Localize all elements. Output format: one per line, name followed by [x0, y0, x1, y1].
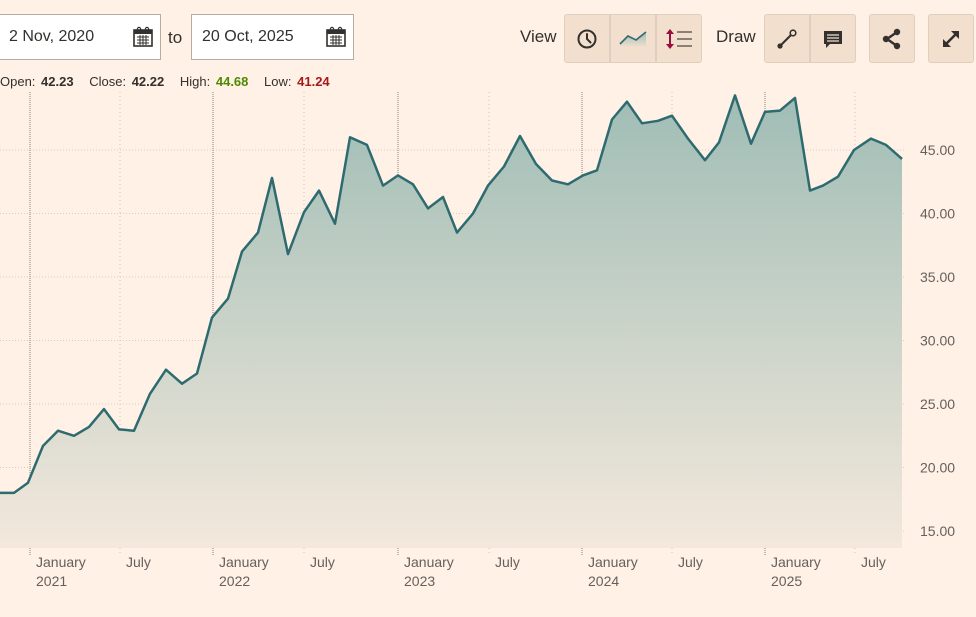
x-tick-label: July: [495, 554, 520, 570]
area-chart-icon: [619, 30, 647, 47]
comment-icon: [824, 30, 842, 48]
end-date-value[interactable]: 20 Oct, 2025: [202, 28, 294, 45]
comparison-button[interactable]: [656, 14, 702, 63]
high-label: High:: [179, 74, 211, 89]
to-label: to: [168, 28, 183, 47]
y-tick-label: 45.00: [920, 142, 955, 158]
draw-label: Draw: [716, 27, 756, 46]
draw-line-button[interactable]: [764, 14, 810, 63]
x-tick-label: July: [126, 554, 151, 570]
end-date-input[interactable]: 20 Oct, 2025: [191, 14, 354, 60]
x-tick-label: July: [861, 554, 886, 570]
price-area-fill: [0, 95, 902, 549]
low-label: Low:: [264, 74, 292, 89]
y-tick-label: 35.00: [920, 269, 955, 285]
low-value: 41.24: [297, 74, 330, 89]
annotate-button[interactable]: [810, 14, 856, 63]
start-date-input[interactable]: 2 Nov, 2020: [0, 14, 161, 60]
y-axis: 45.00 40.00 35.00 30.00 25.00 20.00 15.00: [920, 142, 955, 539]
open-label: Open:: [0, 74, 36, 89]
price-line[interactable]: [0, 94, 903, 495]
time-period-button[interactable]: [564, 14, 610, 63]
share-button[interactable]: [869, 14, 915, 63]
y-tick-label: 15.00: [920, 523, 955, 539]
calendar-icon[interactable]: [132, 26, 154, 48]
line-draw-icon: [777, 28, 797, 49]
x-tick-label: January: [404, 554, 454, 570]
chart-type-button[interactable]: [610, 14, 656, 63]
expand-button[interactable]: [928, 14, 974, 63]
start-date-value[interactable]: 2 Nov, 2020: [9, 28, 95, 45]
open-value: 42.23: [41, 74, 74, 89]
x-tick-year: 2021: [36, 573, 67, 589]
close-value: 42.22: [131, 74, 165, 89]
x-tick-year: 2023: [404, 573, 435, 589]
high-value: 44.68: [215, 74, 249, 89]
share-icon: [882, 28, 901, 49]
x-tick-label: January: [36, 554, 86, 570]
view-label: View: [520, 27, 557, 46]
close-label: Close:: [89, 74, 127, 89]
x-axis: January 2021 July January 2022 July January 202…: [36, 554, 886, 589]
y-tick-label: 40.00: [920, 206, 955, 222]
y-tick-label: 30.00: [920, 333, 955, 349]
x-tick-year: 2024: [588, 573, 619, 589]
clock-icon: [577, 29, 597, 48]
x-tick-label: July: [678, 554, 703, 570]
x-tick-year: 2025: [771, 573, 802, 589]
ohlc-summary: Open: 42.23 Close: 42.22 High: 44.68 Low…: [0, 74, 342, 89]
chart-toolbar: 2 Nov, 2020 to 20 Oct, 2025 View: [0, 0, 976, 70]
y-tick-label: 20.00: [920, 460, 955, 476]
x-tick-label: January: [588, 554, 638, 570]
x-tick-label: January: [771, 554, 821, 570]
calendar-icon[interactable]: [325, 26, 347, 48]
x-tick-label: July: [310, 554, 335, 570]
x-tick-label: January: [219, 554, 269, 570]
x-tick-year: 2022: [219, 573, 250, 589]
y-tick-label: 25.00: [920, 396, 955, 412]
expand-icon: [943, 30, 959, 47]
scale-icon: [666, 28, 692, 49]
